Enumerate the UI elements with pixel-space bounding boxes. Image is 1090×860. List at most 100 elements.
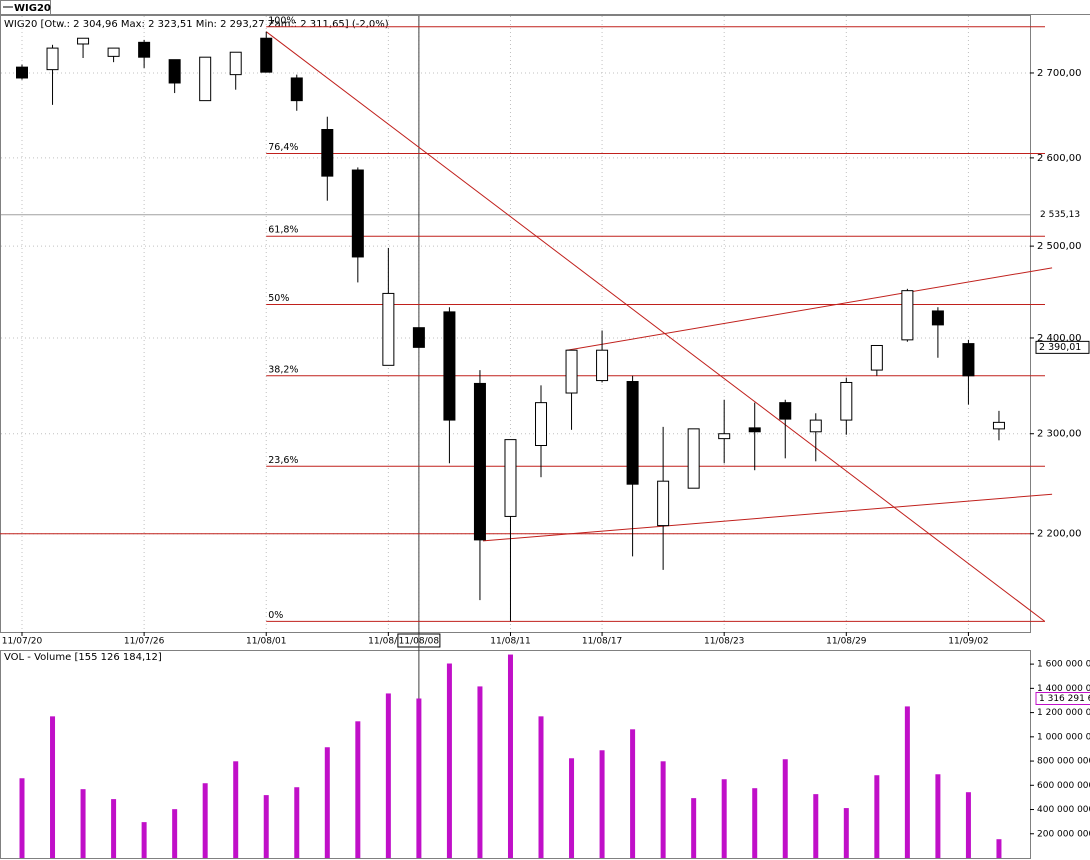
y-tick-label: 2 700,00 xyxy=(1037,68,1082,79)
volume-bar xyxy=(813,794,819,858)
candle-body xyxy=(809,419,822,433)
candle-body xyxy=(870,344,883,371)
candle-body xyxy=(657,480,670,527)
candle-body xyxy=(931,310,944,326)
volume-bar xyxy=(385,693,391,858)
candle-body xyxy=(382,292,395,366)
y-tick-label: 1 000 000 000 xyxy=(1037,732,1090,742)
candle-body xyxy=(962,343,975,377)
candle-body xyxy=(290,77,303,102)
fib-label: 23,6% xyxy=(268,455,298,466)
volume-bar xyxy=(202,783,208,858)
fib-label: 38,2% xyxy=(268,364,298,375)
candle-body xyxy=(718,433,731,440)
candle-body xyxy=(687,428,700,489)
candle-body xyxy=(229,51,242,76)
y-tick-label: 200 000 000 xyxy=(1037,829,1090,839)
candle-body xyxy=(260,37,273,73)
candle-body xyxy=(840,381,853,421)
volume-bar xyxy=(904,706,910,858)
trend-line xyxy=(566,267,1053,351)
candle-body xyxy=(748,427,761,433)
volume-bar xyxy=(172,809,178,858)
trend-line xyxy=(482,493,1053,542)
candle-body xyxy=(412,327,425,348)
price-title: WIG20 [Otw.: 2 304,96 Max: 2 323,51 Min:… xyxy=(4,19,389,30)
x-tick-label: 11/08/05 xyxy=(368,637,408,647)
candle-body xyxy=(16,66,28,79)
tab-label: WIG20 xyxy=(14,3,51,14)
volume-bar xyxy=(111,799,117,858)
volume-bar xyxy=(874,775,880,858)
volume-bar xyxy=(324,747,330,858)
volume-bar xyxy=(752,788,758,858)
marker-label: 1 316 291 6 xyxy=(1039,694,1090,704)
volume-title: VOL - Volume [155 126 184,12] xyxy=(4,652,162,663)
volume-bar xyxy=(446,663,452,858)
y-tick-label: 400 000 000 xyxy=(1037,805,1090,815)
candle-body xyxy=(596,349,609,382)
fib-label: 76,4% xyxy=(268,142,298,153)
y-tick-label: 800 000 000 xyxy=(1037,757,1090,767)
x-tick-label: 11/08/17 xyxy=(582,637,622,647)
volume-bar xyxy=(965,792,971,858)
x-tick-label: 11/08/11 xyxy=(490,637,530,647)
marker-box xyxy=(1035,691,1090,705)
volume-bar xyxy=(19,778,25,858)
candle-body xyxy=(77,37,90,45)
tab[interactable] xyxy=(0,0,51,15)
volume-bar xyxy=(569,758,575,858)
volume-bar xyxy=(141,822,147,858)
volume-bar xyxy=(416,698,422,858)
y-tick-label: 2 200,00 xyxy=(1037,529,1082,540)
fib-label: 100% xyxy=(268,15,295,26)
x-tick-label: 11/08/01 xyxy=(246,637,286,647)
candle-body xyxy=(992,421,1005,430)
y-tick-label: 1 200 000 000 xyxy=(1037,708,1090,718)
fib-label: 61,8% xyxy=(268,225,298,236)
volume-bar xyxy=(233,761,239,858)
y-tick-label: 1 400 000 000 xyxy=(1037,684,1090,694)
x-tick-label: 11/08/29 xyxy=(826,637,867,647)
trend-line xyxy=(265,31,1046,622)
volume-bar xyxy=(935,774,941,858)
candle-body xyxy=(779,402,792,420)
fib-label: 50% xyxy=(268,293,289,304)
volume-bar xyxy=(263,795,269,858)
y-tick-label: 2 600,00 xyxy=(1037,153,1082,164)
y-tick-label: 2 300,00 xyxy=(1037,429,1082,440)
y-tick-label: 2 400,00 xyxy=(1037,333,1082,344)
y-tick-label: 2 500,00 xyxy=(1037,241,1082,252)
candle-body xyxy=(504,439,517,517)
volume-bar xyxy=(538,716,544,858)
volume-bar xyxy=(721,779,727,858)
x-tick-label: 11/09/02 xyxy=(948,637,988,647)
volume-bar xyxy=(507,654,513,858)
volume-bar xyxy=(477,686,483,858)
volume-bar xyxy=(80,789,86,858)
x-tick-label: 11/07/26 xyxy=(124,637,165,647)
volume-bar xyxy=(50,716,56,858)
fib-label: 0% xyxy=(268,610,283,621)
volume-bar xyxy=(660,761,666,858)
marker-box xyxy=(1035,340,1090,354)
candle-body xyxy=(901,290,914,341)
crosshair-label: 2 535,13 xyxy=(1040,210,1080,220)
candle-body xyxy=(107,47,120,57)
candle-body xyxy=(565,349,578,394)
volume-bar xyxy=(599,750,605,858)
volume-bar xyxy=(996,839,1002,858)
candle-body xyxy=(46,47,59,71)
candle-body xyxy=(473,382,486,541)
candle-body xyxy=(626,381,639,485)
volume-bar xyxy=(630,729,636,858)
candle-body xyxy=(443,311,456,421)
y-tick-label: 1 600 000 000 xyxy=(1037,660,1090,670)
volume-bar xyxy=(355,721,361,858)
volume-bar xyxy=(843,808,849,858)
candle-body xyxy=(351,169,364,258)
candle-body xyxy=(199,56,212,102)
price-frame xyxy=(0,15,1031,633)
